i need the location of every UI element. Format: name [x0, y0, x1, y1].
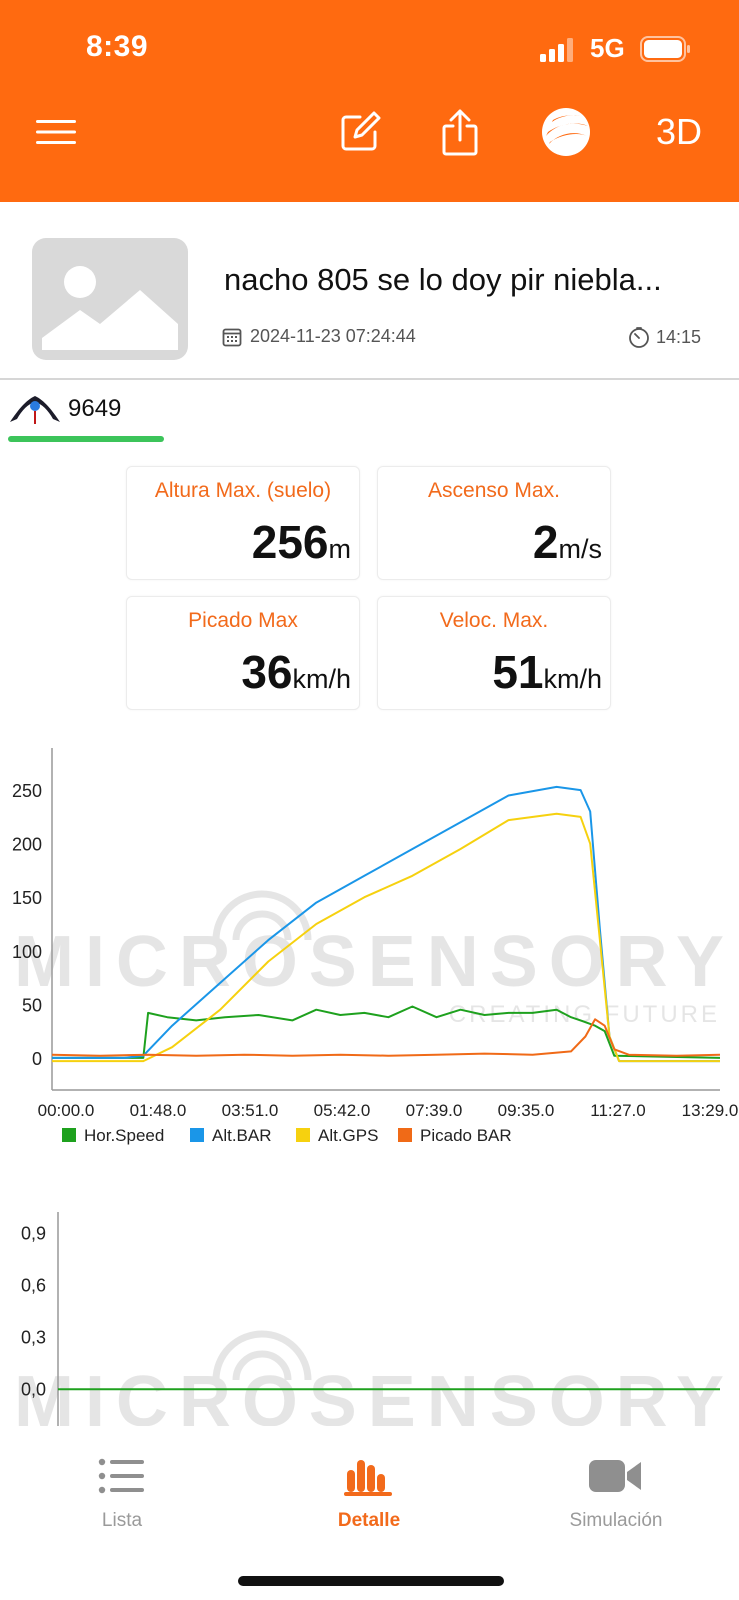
flight-datetime: 2024-11-23 07:24:44: [250, 326, 416, 346]
stat-max-climb: Ascenso Max. 2m/s: [377, 466, 611, 580]
x-tick-label: 09:35.0: [498, 1101, 555, 1120]
google-earth-button[interactable]: [536, 104, 596, 160]
legend-label: Alt.GPS: [318, 1126, 378, 1145]
x-tick-label: 01:48.0: [130, 1101, 187, 1120]
stat-unit: km/h: [543, 664, 602, 694]
series-line-3: [52, 812, 720, 1063]
legend-label: Picado BAR: [420, 1126, 512, 1145]
flight-summary: nacho 805 se lo doy pir niebla... 2024-1…: [0, 202, 739, 380]
stat-unit: m/s: [558, 534, 603, 564]
y-tick-label: 200: [12, 835, 42, 855]
share-button[interactable]: [432, 104, 488, 160]
x-tick-label: 11:27.0: [590, 1101, 645, 1120]
stopwatch-icon: [629, 327, 649, 348]
y-tick-label: 100: [12, 942, 42, 962]
stat-unit: m: [328, 534, 352, 564]
hamburger-menu-icon: [36, 120, 76, 144]
bottom-tab-bar: Lista Detalle Simulación: [0, 1428, 739, 1600]
stat-max-height: Altura Max. (suelo) 256m: [126, 466, 360, 580]
y-tick-label: 50: [22, 995, 42, 1015]
y-tick-label: 0,3: [21, 1327, 46, 1347]
device-tab-indicator: [8, 436, 164, 442]
stat-value: 36km/h: [241, 645, 351, 699]
stat-number: 51: [492, 646, 544, 698]
x-tick-label: 13:29.0: [682, 1101, 739, 1120]
stat-unit: km/h: [292, 664, 351, 694]
watermark-arc: [232, 910, 292, 941]
tab-label: Detalle: [337, 1510, 401, 1531]
watermark-arc: [232, 1350, 292, 1381]
stat-label: Veloc. Max.: [439, 609, 549, 632]
legend-swatch: [190, 1128, 204, 1142]
image-placeholder-icon: [42, 266, 178, 350]
legend-swatch: [62, 1128, 76, 1142]
stat-value: 256m: [252, 515, 351, 569]
stat-number: 2: [532, 516, 559, 568]
watermark-arc: [212, 890, 312, 941]
stat-value: 51km/h: [492, 645, 602, 699]
legend-label: Hor.Speed: [84, 1126, 164, 1145]
legend-label: Alt.BAR: [212, 1126, 272, 1145]
y-tick-label: 250: [12, 781, 42, 801]
y-tick-label: 150: [12, 888, 42, 908]
watermark-arc: [212, 1330, 312, 1381]
tab-detalle[interactable]: Detalle: [279, 1456, 459, 1532]
device-id: 9649: [68, 395, 122, 422]
flight-duration-value: 14:15: [656, 326, 702, 347]
menu-button[interactable]: [26, 104, 86, 160]
stat-label: Altura Max. (suelo): [154, 479, 332, 502]
flight-title: nacho 805 se lo doy pir niebla...: [224, 262, 662, 297]
legend-swatch: [296, 1128, 310, 1142]
x-tick-label: 05:42.0: [314, 1101, 371, 1120]
stat-value: 2m/s: [533, 515, 602, 569]
y-tick-label: 0,9: [21, 1223, 46, 1243]
flight-thumbnail[interactable]: [32, 238, 188, 360]
share-icon: [442, 109, 478, 156]
tab-label: Simulación: [569, 1510, 663, 1531]
x-tick-label: 03:51.0: [222, 1101, 279, 1120]
stat-max-dive: Picado Max 36km/h: [126, 596, 360, 710]
app-header: 8:39 5G: [0, 0, 739, 202]
bar-chart-icon: [344, 1460, 392, 1496]
legend-swatch: [398, 1128, 412, 1142]
tab-lista[interactable]: Lista: [32, 1456, 212, 1532]
cellular-signal-icon: [540, 38, 573, 62]
x-tick-label: 00:00.0: [38, 1101, 95, 1120]
edit-button[interactable]: [332, 104, 388, 160]
stat-number: 36: [241, 646, 293, 698]
battery-icon: [640, 36, 690, 62]
status-time: 8:39: [86, 30, 149, 63]
series-line-4: [51, 1018, 721, 1057]
flight-date: 2024-11-23 07:24:44: [222, 326, 416, 347]
stat-label: Picado Max: [188, 609, 298, 632]
x-tick-label: 07:39.0: [406, 1101, 463, 1120]
edit-icon: [341, 111, 381, 151]
stat-number: 256: [251, 516, 329, 568]
tab-simulacion[interactable]: Simulación: [526, 1456, 706, 1532]
stat-label: Ascenso Max.: [428, 479, 560, 502]
network-type: 5G: [590, 33, 625, 63]
flight-duration: 14:15: [628, 326, 701, 348]
tab-label: Lista: [101, 1510, 143, 1531]
view-3d-button[interactable]: 3D: [655, 111, 703, 152]
list-icon: [98, 1458, 144, 1494]
google-earth-icon: [542, 108, 590, 156]
series-line-1: [52, 1005, 721, 1059]
video-camera-icon: [589, 1460, 641, 1492]
watermark: MICROSENSORY: [14, 1330, 724, 1426]
stat-max-speed: Veloc. Max. 51km/h: [377, 596, 611, 710]
device-tab[interactable]: 9649: [8, 392, 121, 426]
y-tick-label: 0,6: [21, 1275, 46, 1295]
y-tick-label: 0,0: [21, 1379, 46, 1399]
watermark-brand: MICROSENSORY: [14, 922, 724, 1002]
calendar-icon: [222, 328, 242, 346]
watermark-brand: MICROSENSORY: [14, 1362, 724, 1426]
y-tick-label: 0: [32, 1049, 42, 1069]
paraglider-icon: [10, 396, 60, 424]
home-indicator: [238, 1576, 504, 1586]
